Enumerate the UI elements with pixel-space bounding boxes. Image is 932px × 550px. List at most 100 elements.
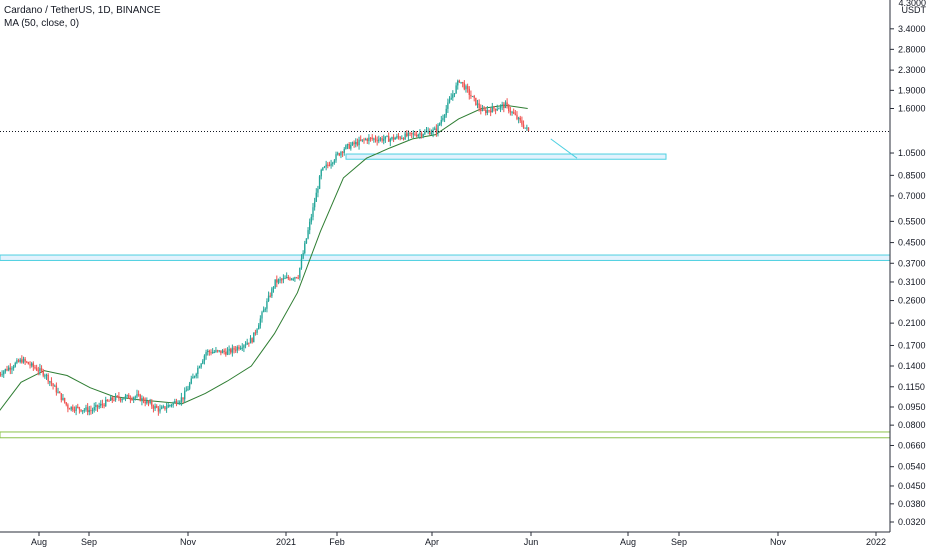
candle-body	[77, 406, 79, 408]
candle-body	[478, 103, 480, 109]
candle-body	[111, 397, 114, 400]
candle-body	[165, 407, 168, 410]
candle-body	[73, 409, 76, 411]
indicator-title[interactable]: MA (50, close, 0)	[4, 18, 80, 29]
candle-body	[290, 278, 293, 280]
price-axis-top-label: 4.3000	[898, 0, 926, 8]
price-tick-label: 1.9000	[898, 85, 926, 95]
candle-body	[476, 103, 479, 105]
candle-body	[52, 383, 54, 386]
candle-body	[172, 402, 174, 406]
candle-body	[121, 399, 123, 401]
candle-body	[422, 134, 424, 136]
candle-body	[272, 287, 275, 289]
candle-body	[387, 136, 390, 142]
candle-body	[420, 133, 423, 136]
candle-body	[300, 258, 303, 268]
candle-body	[40, 368, 43, 371]
candle-body	[276, 279, 278, 283]
candle-body	[397, 136, 400, 138]
price-tick-label: 2.8000	[898, 44, 926, 54]
candle-body	[371, 137, 373, 139]
candle-body	[414, 133, 416, 136]
candle-body	[315, 192, 317, 202]
candle-body	[72, 406, 74, 410]
candle-body	[323, 166, 326, 168]
candle-body	[258, 325, 260, 330]
candle-body	[75, 406, 77, 411]
candle-body	[187, 388, 189, 391]
candle-body	[142, 398, 145, 402]
candle-body	[366, 139, 368, 141]
candle-body	[274, 279, 276, 288]
candle-body	[65, 402, 67, 405]
candle-body	[475, 97, 477, 105]
candle-body	[188, 383, 191, 389]
candle-body	[225, 351, 227, 355]
price-tick-label: 0.3100	[898, 277, 926, 287]
candle-body	[239, 348, 242, 350]
price-tick-label: 0.8500	[898, 170, 926, 180]
candle-body	[504, 102, 507, 109]
time-tick-label: Aug	[31, 537, 47, 547]
candle-body	[335, 154, 337, 161]
candle-body	[131, 399, 133, 401]
candle-body	[60, 393, 63, 400]
price-tick-label: 0.4500	[898, 238, 926, 248]
candle-body	[26, 361, 28, 363]
candle-body	[218, 350, 220, 352]
candle-body	[141, 398, 143, 401]
candle-body	[170, 405, 173, 407]
candle-body	[39, 368, 41, 372]
chart-legend: Cardano / TetherUS, 1D, BINANCE MA (50, …	[4, 4, 161, 30]
candle-body	[294, 277, 296, 279]
candle-body	[295, 277, 298, 279]
time-tick-label: Aug	[620, 537, 636, 547]
candle-body	[144, 401, 146, 404]
support-zone	[345, 153, 667, 160]
candle-body	[261, 312, 263, 319]
candle-body	[514, 113, 517, 115]
candle-body	[521, 120, 523, 125]
candle-body	[447, 102, 449, 109]
candle-body	[34, 367, 36, 369]
candle-body	[480, 108, 482, 111]
candle-body	[512, 111, 515, 114]
candle-body	[106, 399, 109, 401]
symbol-title[interactable]: Cardano / TetherUS, 1D, BINANCE	[4, 5, 161, 16]
candle-body	[409, 132, 411, 134]
candle-body	[81, 410, 84, 412]
candle-body	[205, 352, 207, 356]
lower-support-zone	[0, 431, 891, 439]
candle-body	[156, 405, 158, 408]
candle-body	[369, 137, 372, 139]
currency-label: USDT	[902, 5, 927, 15]
candle-body	[96, 404, 99, 408]
candle-body	[396, 136, 398, 139]
candle-body	[527, 127, 530, 131]
candle-body	[160, 407, 163, 409]
candle-body	[86, 407, 89, 413]
candle-body	[373, 138, 375, 140]
candle-body	[68, 408, 71, 410]
candle-body	[345, 145, 347, 149]
price-tick-label: 3.4000	[898, 24, 926, 34]
candle-body	[47, 374, 49, 382]
candle-body	[114, 395, 117, 400]
candle-body	[231, 347, 234, 353]
candle-body	[67, 404, 69, 409]
candle-body	[417, 134, 419, 137]
candle-body	[341, 152, 344, 154]
candle-body	[266, 300, 268, 309]
candle-body	[136, 394, 138, 397]
candle-body	[340, 152, 342, 156]
candle-body	[443, 115, 446, 119]
candle-body	[320, 170, 322, 177]
candle-body	[109, 397, 112, 401]
candle-body	[292, 278, 294, 280]
price-tick-label: 2.3000	[898, 65, 926, 75]
candle-body	[358, 139, 360, 146]
candle-body	[91, 410, 94, 412]
candle-body	[90, 410, 92, 412]
